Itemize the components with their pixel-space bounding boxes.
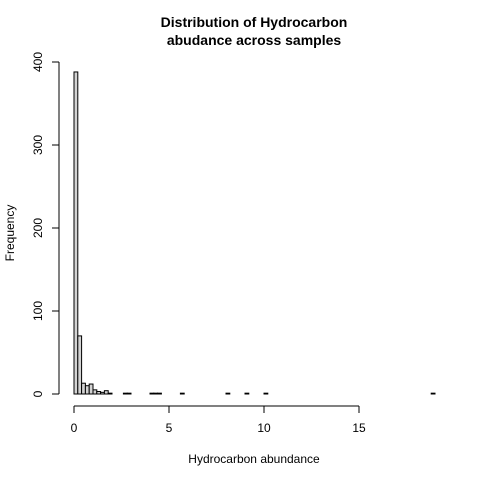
x-axis: 0 5 10 15	[71, 405, 366, 435]
chart-title-line-2: abudance across samples	[167, 32, 342, 48]
histogram-bar	[153, 392, 159, 395]
chart-title-line-1: Distribution of Hydrocarbon	[161, 14, 348, 30]
histogram-bar	[81, 382, 86, 395]
histogram-bar	[103, 390, 109, 395]
histogram-bar	[107, 392, 113, 395]
histogram-bar	[430, 392, 436, 395]
histogram-bar	[244, 392, 250, 395]
histogram-bar	[84, 385, 90, 395]
histogram-bar	[179, 392, 185, 395]
y-axis-label: Frequency	[3, 205, 17, 262]
y-axis-tick-label: 400	[31, 52, 45, 72]
y-axis-tick-label: 0	[31, 390, 45, 397]
y-axis-tick-label: 100	[31, 301, 45, 321]
histogram-bar	[92, 389, 98, 395]
histogram-bar	[225, 392, 231, 395]
x-axis-tick-label: 5	[166, 421, 173, 435]
x-axis-label: Hydrocarbon abundance	[188, 452, 320, 466]
histogram-bar	[263, 392, 269, 395]
y-axis-tick-label: 200	[31, 218, 45, 238]
histogram-bar	[126, 392, 132, 395]
x-axis-tick-label: 10	[257, 421, 271, 435]
histogram-bar	[96, 391, 102, 395]
histogram-bar	[73, 71, 79, 395]
histogram-bar	[100, 391, 105, 395]
histogram-bars	[73, 71, 436, 395]
histogram-bar	[157, 392, 162, 395]
histogram-bar	[88, 383, 94, 395]
histogram-bar	[149, 392, 155, 395]
y-axis-tick-label: 300	[31, 135, 45, 155]
x-axis-tick-label: 15	[352, 421, 366, 435]
x-axis-tick-label: 0	[71, 421, 78, 435]
y-axis: 0 100 200 300 400	[31, 52, 60, 397]
histogram-bar	[77, 335, 83, 395]
histogram-bar	[122, 392, 128, 395]
